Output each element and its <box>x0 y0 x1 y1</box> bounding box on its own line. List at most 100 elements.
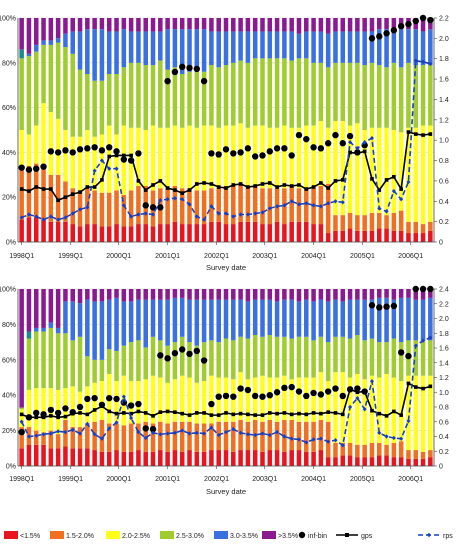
bar-segment <box>48 40 54 45</box>
bar-segment <box>99 80 105 135</box>
bar-segment <box>413 450 419 459</box>
gps-point <box>56 198 60 203</box>
bar-segment <box>347 31 353 63</box>
bar-segment <box>369 299 375 339</box>
bar-segment <box>398 29 404 68</box>
rps-point <box>282 434 287 439</box>
rps-point <box>304 201 309 206</box>
gps-point <box>326 186 330 190</box>
gps-point <box>19 187 24 191</box>
bar-segment <box>19 49 24 59</box>
bar-segment <box>238 372 243 420</box>
bar-segment <box>63 446 68 466</box>
bar-segment <box>282 289 287 300</box>
bar-segment <box>296 377 302 422</box>
gps-point <box>158 410 163 414</box>
bar-segment <box>311 377 316 422</box>
inf-bin-point <box>317 145 325 152</box>
bar-segment <box>209 31 214 66</box>
bar-segment <box>296 221 302 242</box>
bar-segment <box>420 65 426 126</box>
bar-segment <box>63 301 68 334</box>
bar-segment <box>128 62 134 128</box>
gps-point <box>27 189 31 193</box>
rps-point <box>421 59 426 64</box>
bar-segment <box>406 29 411 63</box>
bar-segment <box>304 221 309 242</box>
bar-segment <box>114 134 119 191</box>
bar-segment <box>355 444 360 458</box>
inf-bin-point <box>376 33 383 40</box>
bar-segment <box>282 31 287 59</box>
inf-bin-point <box>171 349 179 357</box>
bar-segment <box>26 134 32 166</box>
bar-segment <box>128 423 134 452</box>
bar-segment <box>48 448 54 466</box>
inf-bin-point <box>273 145 281 152</box>
bar-segment <box>143 451 148 466</box>
inf-bin-point <box>106 144 113 151</box>
rps-point <box>333 199 338 204</box>
bar-segment <box>194 345 200 383</box>
bar-segment <box>19 289 24 408</box>
bar-segment <box>296 18 302 34</box>
bar-segment <box>245 31 251 63</box>
bar-segment <box>172 421 178 451</box>
bar-segment <box>165 69 170 128</box>
bar-segment <box>165 18 170 30</box>
bar-segment <box>260 336 265 376</box>
bar-segment <box>55 42 61 119</box>
bar-segment <box>406 450 411 459</box>
bar-segment <box>398 67 404 133</box>
bar-segment <box>70 136 75 189</box>
bar-segment <box>238 221 243 242</box>
bar-segment <box>391 338 397 378</box>
bar-segment <box>106 299 112 350</box>
gps-point <box>333 179 338 183</box>
y2-tick-label: 0.2 <box>439 219 449 226</box>
bar-segment <box>55 118 61 175</box>
bar-segment <box>223 18 229 32</box>
bar-segment <box>136 127 141 186</box>
bar-segment <box>260 31 265 59</box>
gps-point <box>362 149 367 154</box>
bar-segment <box>92 136 97 191</box>
inf-bin-point <box>288 383 295 391</box>
bar-segment <box>318 450 324 466</box>
inf-bin-point <box>47 406 55 414</box>
bar-segment <box>391 29 397 63</box>
bar-segment <box>428 375 433 451</box>
inf-bin-point <box>142 425 149 432</box>
bar-segment <box>179 127 185 189</box>
bar-segment <box>26 338 32 390</box>
bar-segment <box>274 58 280 128</box>
bar-segment <box>391 289 397 300</box>
y2-tick-label: 1.4 <box>439 97 449 104</box>
bar-segment <box>216 299 221 343</box>
gps-point <box>253 413 257 417</box>
bar-segment <box>187 299 192 343</box>
bar-segment <box>289 18 294 32</box>
bar-segment <box>209 450 214 466</box>
bar-segment <box>267 299 273 336</box>
bar-segment <box>77 136 83 191</box>
bar-segment <box>209 125 214 189</box>
bar-segment <box>296 58 302 128</box>
bar-segment <box>325 457 331 466</box>
bar-segment <box>340 31 346 63</box>
bar-segment <box>158 224 163 242</box>
inf-bin-point <box>200 77 208 85</box>
bar-segment <box>99 359 105 382</box>
bar-segment <box>33 44 39 52</box>
bar-segment <box>85 448 90 466</box>
bar-segment <box>384 67 389 128</box>
rps-point <box>369 135 374 141</box>
rps-point <box>384 434 389 439</box>
bar-segment <box>333 299 338 337</box>
gps-point <box>282 183 287 187</box>
bar-segment <box>70 18 75 32</box>
bar-segment <box>150 423 156 452</box>
gps-point <box>392 175 396 179</box>
bar-segment <box>260 188 265 225</box>
bar-segment <box>252 289 258 300</box>
